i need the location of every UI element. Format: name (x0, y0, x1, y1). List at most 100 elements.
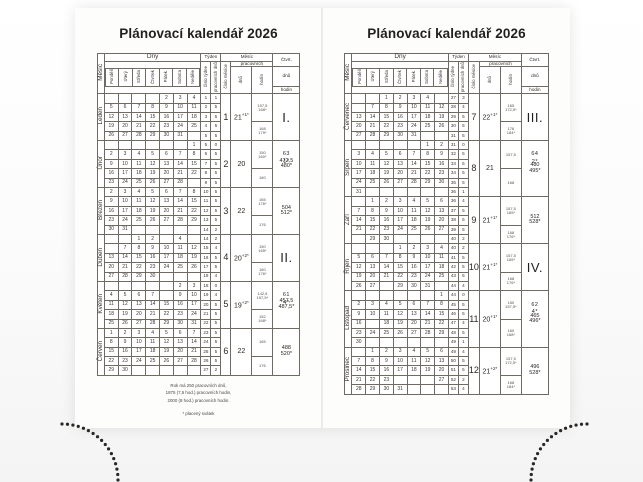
day-cell[interactable]: 30 (145, 271, 161, 282)
day-cell[interactable]: 12 (420, 356, 436, 367)
day-cell[interactable]: 12 (145, 158, 161, 170)
day-cell[interactable]: 19 (159, 346, 174, 358)
day-cell[interactable]: 26 (378, 177, 394, 189)
day-cell[interactable]: 24 (392, 224, 408, 236)
day-cell[interactable] (392, 140, 408, 151)
day-cell[interactable]: 14 (420, 309, 436, 320)
day-cell[interactable]: 20 (103, 262, 119, 273)
day-cell[interactable]: 18 (406, 365, 422, 376)
day-cell[interactable]: 16 (145, 252, 161, 264)
day-cell[interactable]: 31 (172, 130, 188, 142)
day-cell[interactable]: 9 (434, 149, 449, 160)
day-cell[interactable]: 20 (406, 318, 422, 329)
day-cell[interactable] (103, 280, 119, 292)
day-cell[interactable]: 17 (392, 215, 408, 226)
day-cell[interactable]: 19 (378, 168, 394, 179)
day-cell[interactable] (378, 140, 394, 151)
day-cell[interactable]: 28 (365, 130, 380, 142)
day-cell[interactable]: 25 (365, 177, 380, 189)
day-cell[interactable]: 10 (420, 252, 436, 264)
day-cell[interactable]: 16 (351, 318, 367, 329)
day-cell[interactable]: 6 (117, 102, 133, 113)
day-cell[interactable]: 30 (406, 280, 422, 292)
day-cell[interactable]: 1 (186, 140, 202, 151)
day-cell[interactable] (378, 187, 394, 198)
day-cell[interactable]: 22 (365, 374, 380, 386)
day-cell[interactable]: 11 (365, 158, 380, 170)
day-cell[interactable]: 10 (131, 337, 147, 348)
day-cell[interactable] (406, 290, 422, 301)
day-cell[interactable]: 24 (117, 215, 133, 226)
day-cell[interactable]: 20 (131, 309, 147, 320)
day-cell[interactable]: 3 (420, 243, 436, 254)
day-cell[interactable]: 11 (172, 243, 188, 254)
day-cell[interactable] (186, 130, 202, 142)
day-cell[interactable]: 25 (145, 356, 161, 367)
day-cell[interactable]: 8 (103, 337, 119, 348)
day-cell[interactable]: 2 (406, 243, 422, 254)
day-cell[interactable]: 28 (378, 280, 394, 292)
day-cell[interactable]: 9 (103, 196, 119, 207)
day-cell[interactable]: 14 (365, 111, 380, 123)
day-cell[interactable]: 11 (145, 337, 161, 348)
day-cell[interactable]: 5 (145, 149, 161, 160)
day-cell[interactable]: 16 (378, 365, 394, 376)
day-cell[interactable]: 16 (103, 205, 119, 217)
day-cell[interactable]: 8 (186, 187, 202, 198)
day-cell[interactable]: 14 (117, 252, 133, 264)
day-cell[interactable]: 26 (117, 318, 133, 329)
day-cell[interactable] (378, 243, 394, 254)
day-cell[interactable]: 21 (186, 346, 202, 358)
day-cell[interactable] (406, 337, 422, 348)
day-cell[interactable]: 4 (434, 243, 449, 254)
day-cell[interactable] (420, 290, 436, 301)
day-cell[interactable]: 25 (406, 224, 422, 236)
day-cell[interactable]: 13 (406, 309, 422, 320)
day-cell[interactable]: 9 (172, 290, 188, 301)
day-cell[interactable]: 16 (434, 158, 449, 170)
day-cell[interactable]: 18 (420, 111, 436, 123)
day-cell[interactable] (131, 280, 147, 292)
day-cell[interactable]: 12 (420, 205, 436, 217)
day-cell[interactable] (172, 140, 188, 151)
day-cell[interactable]: 9 (392, 102, 408, 113)
day-cell[interactable]: 1 (378, 93, 394, 104)
day-cell[interactable]: 13 (159, 158, 174, 170)
day-cell[interactable]: 21 (117, 262, 133, 273)
day-cell[interactable]: 27 (351, 130, 367, 142)
day-cell[interactable]: 26 (145, 215, 161, 226)
day-cell[interactable]: 7 (351, 356, 367, 367)
day-cell[interactable] (351, 290, 367, 301)
day-cell[interactable]: 1 (145, 93, 161, 104)
day-cell[interactable]: 21 (378, 271, 394, 282)
day-cell[interactable]: 23 (159, 121, 174, 132)
day-cell[interactable]: 19 (145, 168, 161, 179)
day-cell[interactable]: 3 (117, 149, 133, 160)
day-cell[interactable] (131, 365, 147, 376)
day-cell[interactable]: 21 (145, 309, 161, 320)
day-cell[interactable]: 23 (103, 177, 119, 189)
day-cell[interactable]: 28 (145, 318, 161, 329)
day-cell[interactable]: 9 (117, 337, 133, 348)
day-cell[interactable] (172, 271, 188, 282)
day-cell[interactable]: 21 (131, 121, 147, 132)
day-cell[interactable]: 30 (117, 365, 133, 376)
day-cell[interactable] (420, 233, 436, 245)
day-cell[interactable]: 15 (365, 365, 380, 376)
day-cell[interactable]: 4 (131, 187, 147, 198)
day-cell[interactable]: 19 (145, 205, 161, 217)
day-cell[interactable]: 28 (406, 177, 422, 189)
day-cell[interactable] (434, 280, 449, 292)
day-cell[interactable]: 27 (365, 280, 380, 292)
day-cell[interactable]: 24 (159, 262, 174, 273)
day-cell[interactable]: 19 (186, 252, 202, 264)
day-cell[interactable]: 28 (172, 177, 188, 189)
day-cell[interactable]: 28 (131, 130, 147, 142)
day-cell[interactable] (117, 93, 133, 104)
day-cell[interactable]: 21 (172, 168, 188, 179)
day-cell[interactable]: 20 (351, 121, 367, 132)
day-cell[interactable]: 18 (131, 205, 147, 217)
day-cell[interactable]: 15 (434, 309, 449, 320)
day-cell[interactable]: 22 (186, 205, 202, 217)
day-cell[interactable]: 31 (351, 187, 367, 198)
